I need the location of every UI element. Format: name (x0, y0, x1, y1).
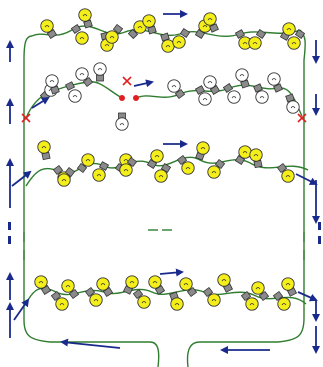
side-dash (318, 222, 321, 230)
bulb-icon (172, 28, 191, 49)
bulb-icon (37, 140, 51, 161)
arrows-layer (6, 10, 321, 354)
bulb-icon (132, 288, 151, 309)
bulb-icon (40, 19, 58, 39)
bulb-icon (281, 277, 298, 297)
bulb-icon (176, 154, 195, 175)
bulb-icon (203, 75, 221, 95)
bulb-icon (234, 145, 252, 165)
bulb-icon (249, 148, 263, 169)
bulb-icon (34, 275, 52, 295)
side-dash (8, 236, 11, 244)
arrow-icon (297, 291, 318, 302)
bulb-icon (45, 74, 60, 95)
bulb-icon (207, 158, 226, 179)
bulb-icon (105, 23, 124, 44)
bulb-icon (154, 163, 172, 183)
bulb-icon (287, 29, 306, 50)
broken-wire-end (119, 95, 125, 101)
bulb-icon (222, 83, 241, 104)
bulb-icon (276, 162, 295, 183)
bulb-icon (61, 279, 80, 300)
left-wire-loop (23, 35, 160, 367)
arrow-icon (60, 338, 121, 349)
arrow-icon (295, 173, 318, 185)
break-marker-icon (122, 76, 132, 86)
side-dash (318, 236, 321, 244)
bulb-icon (57, 166, 76, 187)
bulb-icon (92, 161, 110, 182)
bulb-icon (122, 275, 139, 295)
side-dash (8, 222, 11, 230)
bulb-icon (64, 81, 82, 103)
bulb-icon (169, 291, 184, 311)
arrow-icon (13, 298, 30, 321)
bulb-icon (76, 153, 95, 174)
bulb-icon (267, 72, 283, 93)
bulb-icon (160, 32, 175, 53)
bulb-icon (179, 277, 198, 298)
bulb-icon (70, 24, 89, 45)
bulb-icon (217, 273, 234, 293)
bulb-icon (279, 22, 296, 41)
bulb-icon (248, 29, 267, 50)
bulb-icon (146, 149, 164, 169)
right-wire-loop (186, 29, 306, 367)
bulb-icon (75, 67, 94, 88)
bulb-icon (119, 156, 138, 177)
arrow-icon (11, 170, 32, 187)
bulb-icon (142, 14, 157, 35)
arrow-icon (159, 268, 184, 277)
break-marker-icon (21, 113, 31, 123)
bulbs-layer (34, 8, 306, 311)
bulb-icon (194, 85, 212, 106)
bulb-icon (272, 290, 291, 311)
bulb-icon (285, 93, 300, 114)
bulb-icon (115, 112, 129, 131)
bulb-icon (251, 281, 270, 302)
bulb-icon (50, 290, 69, 311)
broken-wire-end (133, 95, 139, 101)
arrow-icon (133, 79, 154, 88)
arrow-icon (31, 96, 50, 109)
bulb-icon (234, 29, 252, 50)
bulb-icon (84, 286, 103, 307)
bulb-icon (235, 68, 250, 89)
bulb-icon (167, 79, 186, 100)
bulb-icon (203, 12, 219, 33)
break-marker-icon (297, 113, 307, 123)
bulb-icon (253, 83, 269, 104)
bulb-icon (240, 290, 259, 311)
bulb-icon (202, 286, 221, 307)
bulb-icon (195, 141, 210, 161)
bulb-icon (78, 8, 93, 29)
bulb-icon (93, 62, 107, 82)
bulb-icon (96, 277, 114, 297)
bulb-icon (148, 275, 166, 295)
